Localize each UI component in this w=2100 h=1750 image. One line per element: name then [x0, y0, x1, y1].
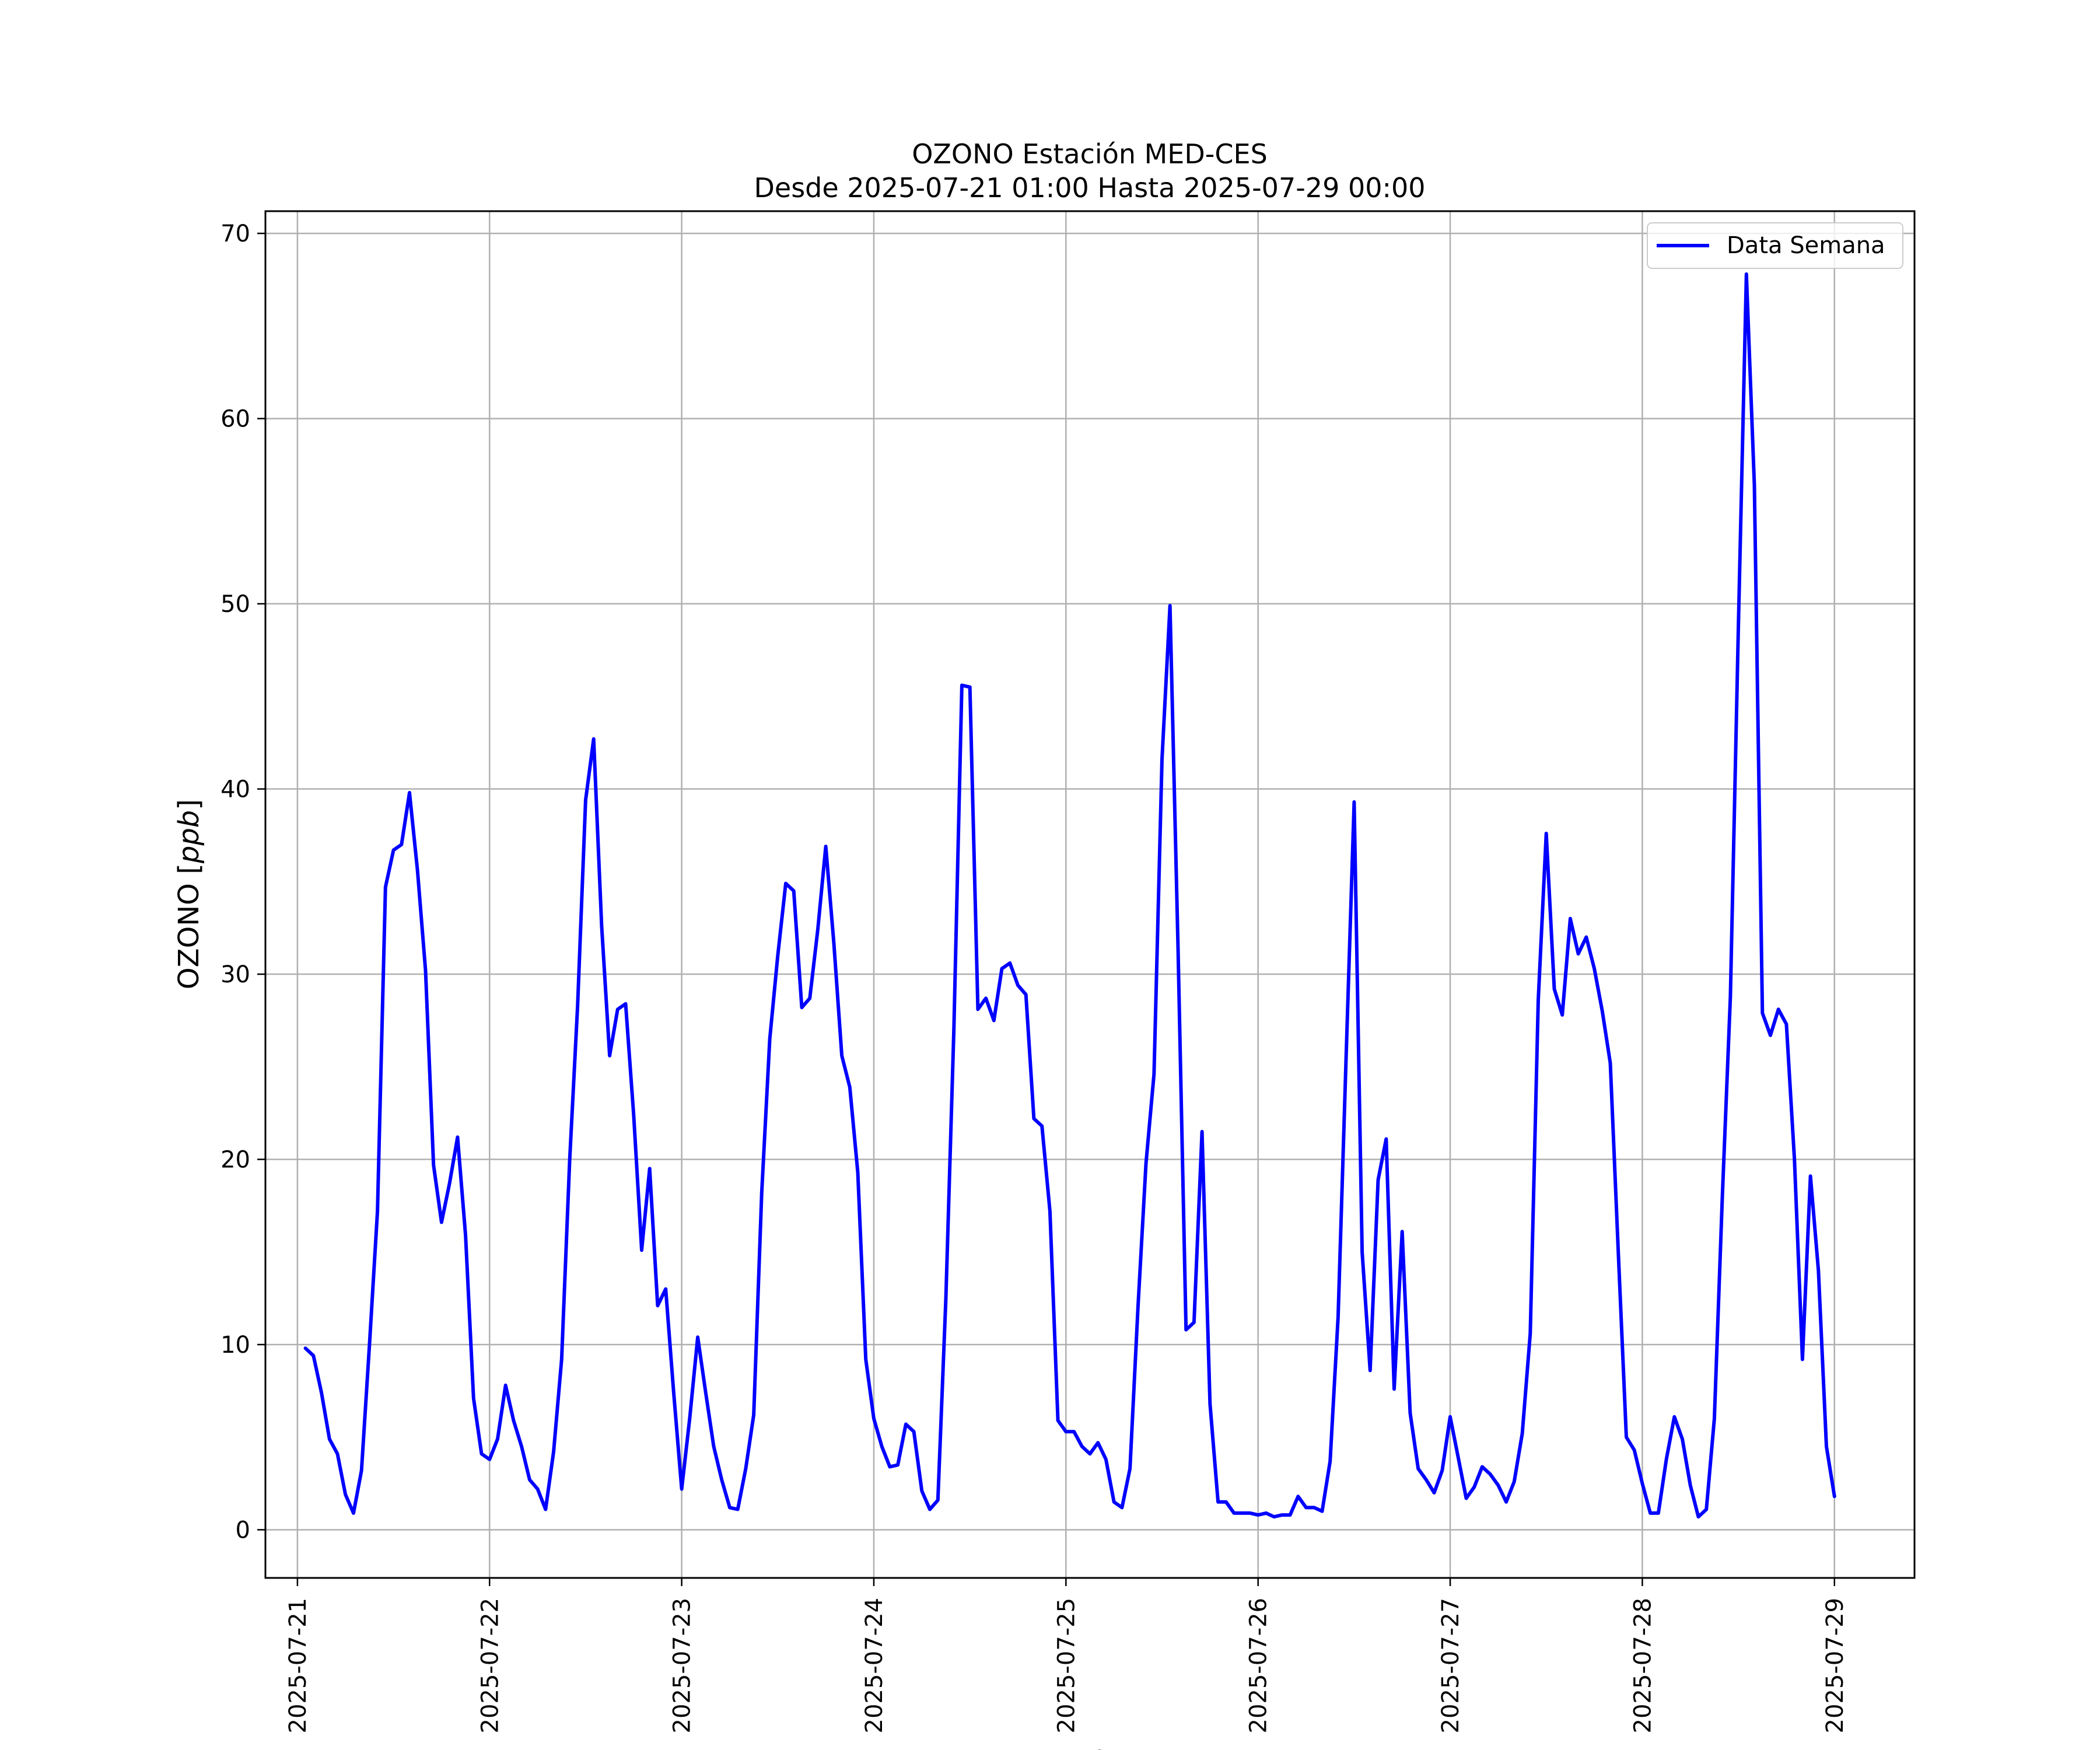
series-layer [303, 272, 1836, 1519]
x-tick-label: 2025-07-21 [285, 1598, 312, 1733]
chart-title-line-1: OZONO Estación MED-CES [912, 138, 1268, 170]
x-axis-label: Fecha [1049, 1745, 1131, 1750]
chart-title-line-2: Desde 2025-07-21 01:00 Hasta 2025-07-29 … [754, 172, 1425, 204]
y-axis: 0 10 20 30 40 50 60 70 [220, 220, 265, 1544]
x-tick-label: 2025-07-24 [861, 1598, 888, 1733]
y-axis-label-unit: ppb [173, 810, 205, 864]
legend-box [1647, 222, 1903, 269]
y-tick-label: 60 [220, 406, 250, 433]
y-tick-label: 40 [220, 776, 250, 803]
plot-frame [264, 210, 1916, 1579]
x-tick-label: 2025-07-22 [477, 1598, 503, 1733]
y-axis-label-prefix: OZONO [ [173, 863, 205, 989]
grid [265, 211, 1915, 1578]
x-tick-label: 2025-07-26 [1245, 1598, 1272, 1733]
y-axis-label: OZONO [ppb] [173, 799, 205, 989]
y-tick-label: 70 [220, 220, 250, 247]
y-tick-label: 0 [236, 1517, 250, 1544]
y-tick-label: 30 [220, 961, 250, 988]
legend: Data Semana [1647, 222, 1903, 269]
x-tick-label: 2025-07-25 [1053, 1598, 1080, 1733]
legend-label: Data Semana [1727, 232, 1885, 259]
y-tick-label: 20 [220, 1146, 250, 1173]
x-tick-label: 2025-07-28 [1629, 1598, 1656, 1733]
x-tick-label: 2025-07-29 [1822, 1598, 1849, 1733]
y-tick-label: 10 [220, 1332, 250, 1359]
y-tick-label: 50 [220, 591, 250, 618]
x-tick-label: 2025-07-27 [1437, 1598, 1464, 1733]
x-tick-label: 2025-07-23 [669, 1598, 696, 1733]
x-axis: 2025-07-21 2025-07-22 2025-07-23 2025-07-24… [285, 1578, 1849, 1733]
series-line-0 [303, 272, 1836, 1519]
y-axis-label-suffix: ] [173, 799, 205, 810]
